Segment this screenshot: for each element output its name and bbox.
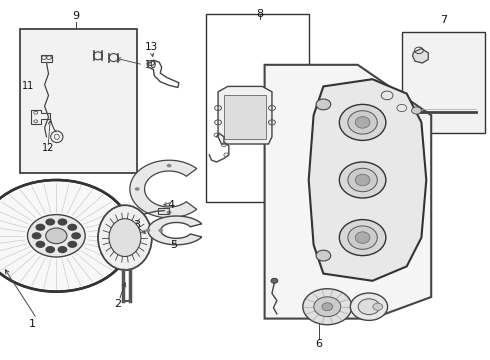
Bar <box>158 208 169 214</box>
Circle shape <box>68 241 77 248</box>
Circle shape <box>46 246 55 253</box>
Ellipse shape <box>339 162 386 198</box>
Ellipse shape <box>339 104 386 140</box>
Text: 10: 10 <box>145 60 157 70</box>
Circle shape <box>57 219 67 226</box>
Text: 13: 13 <box>145 42 159 52</box>
Circle shape <box>314 297 341 317</box>
Circle shape <box>412 107 421 114</box>
Ellipse shape <box>348 168 377 192</box>
Ellipse shape <box>109 219 141 256</box>
Polygon shape <box>265 65 431 319</box>
Text: 1: 1 <box>28 319 35 329</box>
Circle shape <box>316 250 331 261</box>
Bar <box>41 55 52 62</box>
Text: 2: 2 <box>114 299 121 309</box>
Circle shape <box>373 303 383 310</box>
Text: 9: 9 <box>73 11 79 21</box>
Circle shape <box>167 164 172 167</box>
Circle shape <box>358 299 380 315</box>
Ellipse shape <box>98 205 152 270</box>
Polygon shape <box>130 160 197 218</box>
Circle shape <box>322 303 333 311</box>
Text: 8: 8 <box>256 9 263 19</box>
Ellipse shape <box>355 174 370 186</box>
Ellipse shape <box>355 232 370 243</box>
Polygon shape <box>148 216 202 245</box>
Bar <box>224 95 266 139</box>
Circle shape <box>57 246 67 253</box>
Circle shape <box>46 228 67 244</box>
Text: 7: 7 <box>440 15 447 25</box>
Ellipse shape <box>348 226 377 249</box>
Circle shape <box>350 293 388 320</box>
Text: 5: 5 <box>171 240 177 250</box>
Text: 11: 11 <box>23 81 34 91</box>
Polygon shape <box>309 79 426 281</box>
Circle shape <box>146 229 150 232</box>
Circle shape <box>71 232 81 239</box>
Ellipse shape <box>348 111 377 134</box>
Circle shape <box>32 232 42 239</box>
Circle shape <box>135 187 140 191</box>
Polygon shape <box>413 49 428 63</box>
Ellipse shape <box>355 117 370 128</box>
Text: 6: 6 <box>315 339 322 349</box>
Bar <box>20 29 137 173</box>
Circle shape <box>68 224 77 231</box>
Polygon shape <box>218 86 272 144</box>
Circle shape <box>35 224 45 231</box>
Circle shape <box>303 289 352 325</box>
Circle shape <box>46 219 55 226</box>
Circle shape <box>271 278 278 283</box>
Circle shape <box>27 215 85 257</box>
Circle shape <box>158 229 163 232</box>
Bar <box>402 32 485 133</box>
Text: 4: 4 <box>168 200 175 210</box>
Circle shape <box>316 99 331 110</box>
Bar <box>206 14 309 202</box>
Ellipse shape <box>339 220 386 256</box>
Text: 12: 12 <box>42 143 54 153</box>
Circle shape <box>35 241 45 248</box>
Text: 3: 3 <box>133 220 140 230</box>
Circle shape <box>0 182 130 290</box>
Circle shape <box>167 211 172 214</box>
